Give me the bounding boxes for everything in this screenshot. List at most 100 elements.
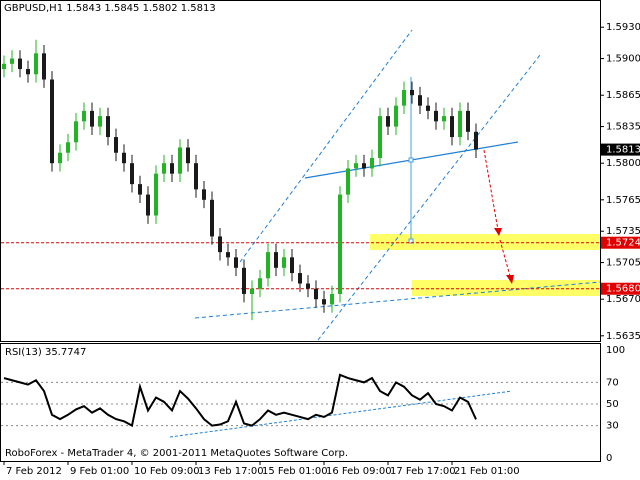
candle-body <box>274 252 278 268</box>
candle-body <box>50 79 54 164</box>
candle-body <box>58 152 62 164</box>
candle-body <box>378 116 382 158</box>
channel-line <box>317 54 541 341</box>
last-price-box <box>601 143 640 156</box>
level-label-box <box>601 236 640 249</box>
candle-body <box>106 116 110 138</box>
candle-body <box>34 53 38 75</box>
rsi-title: RSI(13) 35.7747 <box>5 347 86 358</box>
arrow-head <box>494 228 502 236</box>
candle-body <box>178 147 182 174</box>
candle-body <box>218 236 222 253</box>
candle-body <box>298 273 302 284</box>
arrow-head <box>506 275 514 284</box>
footer: RoboForex - MetaTrader 4, © 2001-2011 Me… <box>5 448 348 459</box>
candle-body <box>170 163 174 174</box>
candle-body <box>2 63 6 70</box>
candle-body <box>194 163 198 190</box>
candle-body <box>338 194 342 294</box>
y-tick-label: 1.5900 <box>606 54 640 65</box>
candle-body <box>42 53 46 80</box>
candle-body <box>410 89 414 96</box>
rsi-panel <box>0 343 601 462</box>
y-tick-label: 1.5930 <box>606 22 640 33</box>
candle-body <box>26 69 30 75</box>
x-tick-label: 15 Feb 01:00 <box>262 466 328 477</box>
y-tick-label: 1.5765 <box>606 195 640 206</box>
candle-body <box>258 278 262 289</box>
target-zone <box>370 234 600 250</box>
candle-body <box>458 110 462 138</box>
candle-body <box>186 147 190 164</box>
y-tick-label: 50 <box>606 399 619 410</box>
x-tick-label: 9 Feb 01:00 <box>70 466 129 477</box>
forecast-arrow <box>483 149 499 231</box>
forecast-arrow <box>499 239 511 277</box>
y-tick-label: 1.5635 <box>606 331 640 342</box>
candle-body <box>90 110 94 127</box>
x-tick-label: 17 Feb 17:00 <box>390 466 456 477</box>
candle-body <box>98 116 102 127</box>
rsi-line <box>3 373 477 428</box>
level-label-box <box>601 282 640 295</box>
candle-body <box>362 163 366 169</box>
candle-body <box>66 142 70 153</box>
price-panel <box>0 0 601 342</box>
candle-body <box>282 257 286 268</box>
candle-body <box>234 257 238 268</box>
channel-line <box>239 29 413 263</box>
candle-body <box>130 163 134 185</box>
y-tick-label: 1.5705 <box>606 258 640 269</box>
y-tick-label: 1.5735 <box>606 226 640 237</box>
candle-body <box>426 105 430 111</box>
x-tick-label: 10 Feb 09:00 <box>134 466 200 477</box>
level-label: 1.5724 <box>606 238 640 249</box>
candle-body <box>10 58 14 64</box>
y-tick-label: 1.5865 <box>606 90 640 101</box>
candle-body <box>242 267 246 294</box>
last-price-label: 1.5813 <box>606 145 640 156</box>
candle-body <box>138 184 142 195</box>
candle-body <box>314 288 318 300</box>
candle-body <box>226 252 230 258</box>
candle-body <box>250 288 254 294</box>
candle-body <box>290 257 294 274</box>
candle-body <box>146 194 150 216</box>
candle-body <box>386 116 390 127</box>
chart-title: GBPUSD,H1 1.5843 1.5845 1.5802 1.5813 <box>4 3 216 14</box>
x-tick-label: 21 Feb 01:00 <box>454 466 520 477</box>
level-label: 1.5680 <box>606 284 640 295</box>
candle-body <box>434 110 438 122</box>
candle-body <box>122 152 126 164</box>
y-tick-label: 1.5835 <box>606 122 640 133</box>
candle-body <box>306 283 310 289</box>
candle-body <box>154 173 158 216</box>
candle-body <box>162 163 166 174</box>
y-tick-label: 70 <box>606 377 619 388</box>
y-tick-label: 1.5800 <box>606 158 640 169</box>
target-zone <box>412 280 600 296</box>
x-tick-label: 13 Feb 17:00 <box>198 466 264 477</box>
x-tick-label: 7 Feb 2012 <box>6 466 62 477</box>
rsi-trend-line <box>169 390 513 438</box>
candle-body <box>74 121 78 143</box>
x-tick-label: 16 Feb 09:00 <box>326 466 392 477</box>
candle-body <box>474 131 478 150</box>
candle-body <box>442 116 446 122</box>
measure-point <box>408 157 414 163</box>
candle-body <box>82 110 86 122</box>
candle-body <box>266 252 270 279</box>
candle-body <box>418 95 422 106</box>
candle-body <box>394 105 398 127</box>
candle-body <box>210 199 214 237</box>
y-tick-label: 0 <box>606 453 612 464</box>
candle-body <box>402 89 406 106</box>
candle-body <box>354 163 358 169</box>
y-tick-label: 100 <box>606 345 625 356</box>
candle-body <box>370 157 374 169</box>
y-tick-label: 30 <box>606 421 619 432</box>
candle-body <box>466 110 470 132</box>
candle-body <box>346 168 350 195</box>
